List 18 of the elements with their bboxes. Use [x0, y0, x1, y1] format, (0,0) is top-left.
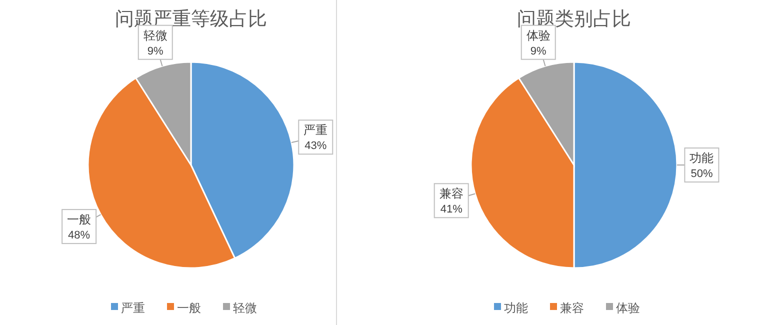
slice-label: 功能: [690, 151, 714, 165]
data-label: 50%: [690, 168, 713, 180]
slice-label: 一般: [67, 212, 92, 227]
legend-label: 功能: [504, 301, 528, 315]
slice-label: 体验: [526, 28, 550, 42]
legend-label: 兼容: [560, 301, 584, 315]
slice-label: 兼容: [439, 186, 464, 201]
data-label: 9%: [530, 45, 547, 58]
slice-label: 严重: [304, 123, 328, 138]
slice-label: 轻微: [143, 28, 168, 42]
data-label: 9%: [147, 45, 164, 58]
legend-label: 严重: [121, 301, 145, 315]
data-label: 43%: [304, 140, 327, 152]
legend-label: 轻微: [233, 301, 257, 315]
data-label: 48%: [68, 230, 90, 242]
legend-label: 体验: [616, 301, 640, 315]
legend-label: 一般: [177, 301, 201, 315]
data-label: 41%: [440, 204, 463, 216]
